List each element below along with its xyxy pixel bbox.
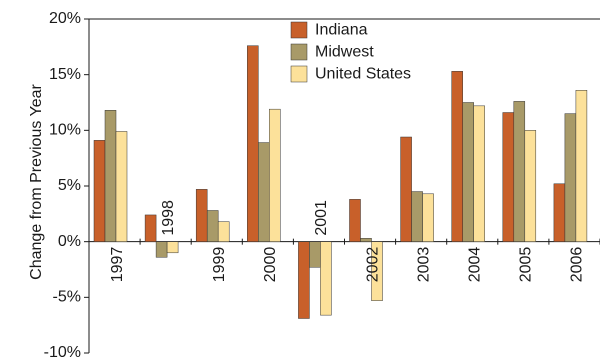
bar-midwest-1999 <box>206 210 219 242</box>
bar-indiana-2002 <box>349 199 361 242</box>
bar-midwest-2005 <box>513 101 526 242</box>
bar-indiana-2004 <box>451 71 463 242</box>
bar-midwest-2006 <box>564 113 577 242</box>
bar-indiana-2001 <box>298 241 310 319</box>
category-label-2004: 2004 <box>466 247 483 283</box>
legend-label-indiana: Indiana <box>315 22 368 39</box>
bar-midwest-2003 <box>411 191 423 242</box>
bar-indiana-1998 <box>144 214 157 242</box>
y-tick-label: 10% <box>49 122 81 139</box>
category-label-2003: 2003 <box>415 247 432 283</box>
bar-midwest-2004 <box>462 102 474 242</box>
legend-swatch-indiana <box>290 21 308 39</box>
legend: Indiana Midwest United States <box>290 21 411 83</box>
bar-united-states-1998 <box>166 241 179 254</box>
category-label-2002: 2002 <box>364 247 381 283</box>
legend-swatch-united-states <box>290 65 308 83</box>
y-axis-title: Change from Previous Year <box>28 83 45 279</box>
bar-united-states-1999 <box>217 221 230 242</box>
y-tick-label: 20% <box>49 10 81 27</box>
category-label-2001: 2001 <box>313 200 330 236</box>
category-label-1999: 1999 <box>211 247 228 283</box>
y-tick-label: 15% <box>49 66 81 83</box>
category-label-2005: 2005 <box>518 247 535 283</box>
y-tick-label: 5% <box>58 177 81 194</box>
bar-indiana-2003 <box>400 136 412 242</box>
bar-indiana-1997 <box>93 140 106 242</box>
y-tick-label: 0% <box>58 233 81 250</box>
bar-midwest-2002 <box>360 238 372 242</box>
bar-indiana-1999 <box>195 189 208 242</box>
bar-united-states-2004 <box>473 105 485 242</box>
y-tick-label: -5% <box>53 289 81 306</box>
bar-midwest-1998 <box>155 241 168 258</box>
category-label-1997: 1997 <box>109 247 126 283</box>
bar-united-states-1997 <box>115 131 128 242</box>
bar-midwest-1997 <box>104 110 117 242</box>
category-label-2000: 2000 <box>262 247 279 283</box>
bar-united-states-2003 <box>422 193 434 242</box>
plot-area: -10% -5% 0% 5% 10% 15% 20% 1997 1998 1999 2000 2001… <box>44 10 600 361</box>
bar-midwest-2000 <box>258 142 270 242</box>
legend-label-midwest: Midwest <box>315 44 374 61</box>
category-label-1998: 1998 <box>160 200 177 236</box>
bar-indiana-2005 <box>502 112 515 242</box>
bar-united-states-2000 <box>269 108 281 242</box>
bar-united-states-2005 <box>524 130 537 242</box>
bar-indiana-2006 <box>553 183 566 242</box>
category-label-2006: 2006 <box>569 247 586 283</box>
bar-united-states-2006 <box>575 90 588 242</box>
y-tick-label: -10% <box>44 344 81 361</box>
legend-label-united-states: United States <box>315 66 411 83</box>
bar-united-states-2002 <box>371 241 383 301</box>
bar-indiana-2000 <box>247 45 259 242</box>
legend-swatch-midwest <box>290 43 308 61</box>
bar-midwest-2001 <box>309 241 321 268</box>
bar-united-states-2001 <box>320 241 332 316</box>
